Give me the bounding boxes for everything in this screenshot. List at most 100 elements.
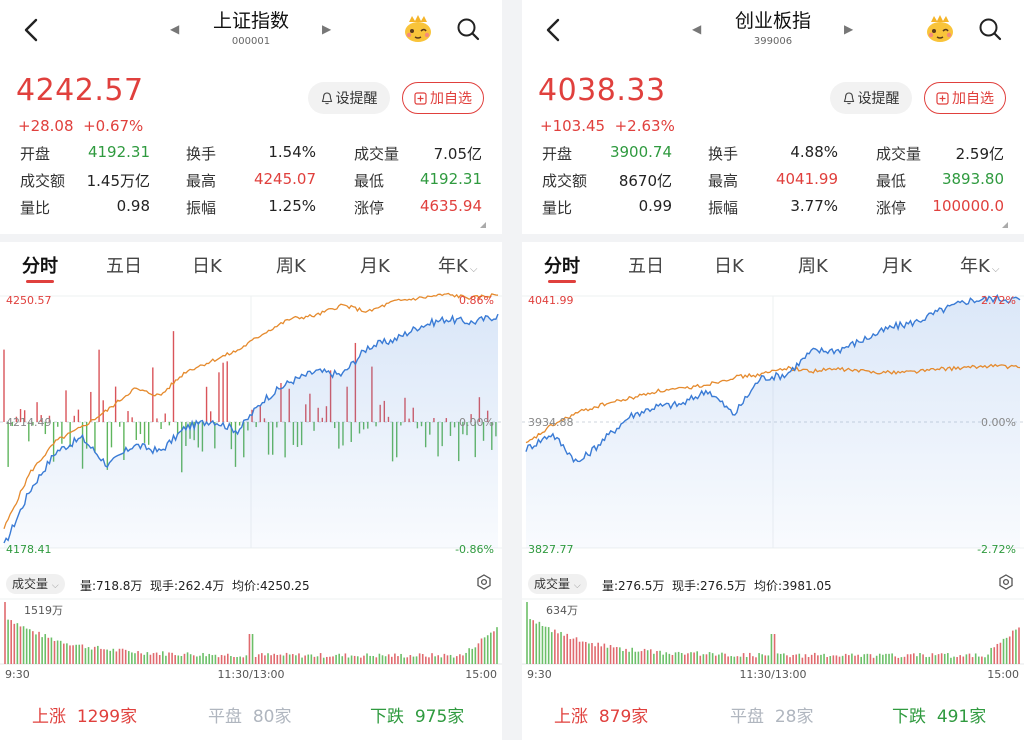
tab-label: 月K bbox=[882, 256, 912, 277]
mascot-icon[interactable] bbox=[923, 14, 957, 44]
tab-label: 五日 bbox=[628, 256, 664, 277]
price-line bbox=[525, 293, 1021, 464]
bell-icon bbox=[843, 91, 854, 104]
current-hand-value: 现手:262.4万 bbox=[150, 579, 225, 593]
unchanged: 平盘 80家 bbox=[208, 702, 291, 727]
stat-label: 开盘 bbox=[542, 145, 573, 163]
active-tab-underline bbox=[26, 280, 54, 283]
next-index-icon[interactable]: ▶ bbox=[322, 22, 332, 36]
stat-value: 1.54% bbox=[268, 143, 316, 161]
header: ◀ 创业板指 399006 ▶ bbox=[522, 0, 1024, 60]
tab-2[interactable]: 日K bbox=[192, 252, 222, 278]
tab-label: 周K bbox=[276, 256, 306, 277]
axis-label: -0.86% bbox=[455, 543, 494, 556]
stat-value: 3900.74 bbox=[609, 143, 672, 161]
chevron-down-icon: ⌵ bbox=[469, 264, 478, 275]
unchanged-label: 平盘 bbox=[208, 707, 242, 727]
axis-label: 2.72% bbox=[981, 294, 1016, 307]
prev-index-icon[interactable]: ◀ bbox=[692, 22, 702, 36]
header: ◀ 上证指数 000001 ▶ bbox=[0, 0, 502, 60]
intraday-chart[interactable]: 4250.57 4214.49 4178.41 0.86% 0.00% -0.86% bbox=[0, 286, 502, 568]
set-alert-button[interactable]: 设提醒 bbox=[308, 82, 390, 114]
axis-label: 4041.99 bbox=[528, 294, 574, 307]
axis-label: 3934.88 bbox=[528, 416, 574, 429]
tab-0[interactable]: 分时 bbox=[22, 252, 58, 278]
tab-label: 月K bbox=[360, 256, 390, 277]
axis-label: 3827.77 bbox=[528, 543, 574, 556]
tab-1[interactable]: 五日 bbox=[106, 252, 142, 278]
price-area bbox=[4, 314, 498, 548]
volume-indicator-select[interactable]: 成交量 ⌵ bbox=[528, 574, 587, 594]
tab-label: 分时 bbox=[22, 256, 58, 277]
section-divider bbox=[0, 234, 502, 242]
time-mid-label: 11:30/13:00 bbox=[739, 668, 806, 681]
tab-4[interactable]: 月K bbox=[360, 252, 390, 278]
add-watchlist-label: 加自选 bbox=[952, 91, 994, 107]
stat-label: 换手 bbox=[186, 145, 217, 163]
tab-3[interactable]: 周K bbox=[276, 252, 306, 278]
back-icon[interactable] bbox=[20, 16, 44, 44]
stat-value: 1.45万亿 bbox=[86, 172, 150, 190]
tab-5[interactable]: 年K ⌵ bbox=[438, 252, 477, 278]
bell-icon bbox=[321, 91, 332, 104]
gear-icon[interactable] bbox=[998, 574, 1014, 590]
advancers-count: 879家 bbox=[598, 707, 649, 727]
search-icon[interactable] bbox=[977, 16, 1003, 42]
axis-label: 0.00% bbox=[981, 416, 1016, 429]
add-watchlist-button[interactable]: 加自选 bbox=[924, 82, 1006, 114]
price-change: +28.08 +0.67% bbox=[18, 117, 144, 135]
chevron-down-icon: ⌵ bbox=[991, 264, 1000, 275]
stat-value: 4041.99 bbox=[775, 170, 838, 188]
market-breadth: 上涨 879家 平盘 28家 下跌 491家 bbox=[522, 694, 1024, 734]
intraday-chart[interactable]: 4041.99 3934.88 3827.77 2.72% 0.00% -2.72% bbox=[522, 286, 1024, 568]
stat-label: 成交量 bbox=[354, 145, 400, 163]
set-alert-button[interactable]: 设提醒 bbox=[830, 82, 912, 114]
stat-value: 4245.07 bbox=[253, 170, 316, 188]
stat-label: 成交量 bbox=[876, 145, 922, 163]
search-icon[interactable] bbox=[455, 16, 481, 42]
volume-max-label: 634万 bbox=[546, 604, 578, 617]
tab-1[interactable]: 五日 bbox=[628, 252, 664, 278]
mascot-icon[interactable] bbox=[401, 14, 435, 44]
tab-4[interactable]: 月K bbox=[882, 252, 912, 278]
section-divider bbox=[522, 234, 1024, 242]
tab-0[interactable]: 分时 bbox=[544, 252, 580, 278]
current-hand-value: 现手:276.5万 bbox=[672, 579, 747, 593]
stat-value: 3893.80 bbox=[941, 170, 1004, 188]
chevron-down-icon: ⌵ bbox=[51, 581, 59, 591]
period-tabs: 分时 五日 日K 周K 月K 年K ⌵ bbox=[522, 246, 1024, 286]
add-watchlist-button[interactable]: 加自选 bbox=[402, 82, 484, 114]
expand-corner-icon[interactable] bbox=[1002, 222, 1008, 228]
stat-label: 量比 bbox=[20, 199, 51, 217]
stat-label: 成交额 bbox=[542, 172, 588, 190]
volume-chart[interactable]: 1519万 9:30 11:30/13:00 15:00 bbox=[0, 598, 502, 684]
next-index-icon[interactable]: ▶ bbox=[844, 22, 854, 36]
price-area bbox=[526, 295, 1020, 548]
stat-label: 换手 bbox=[708, 145, 739, 163]
add-watchlist-label: 加自选 bbox=[430, 91, 472, 107]
tab-2[interactable]: 日K bbox=[714, 252, 744, 278]
advancers-count: 1299家 bbox=[76, 707, 138, 727]
stock-panel: ◀ 创业板指 399006 ▶ 4038.33 +103.45 +2.63% 设… bbox=[522, 0, 1024, 740]
decliners: 下跌 491家 bbox=[892, 702, 986, 727]
add-box-icon bbox=[414, 91, 427, 105]
stat-label: 涨停 bbox=[354, 199, 385, 217]
back-icon[interactable] bbox=[542, 16, 566, 44]
period-tabs: 分时 五日 日K 周K 月K 年K ⌵ bbox=[0, 246, 502, 286]
gear-icon[interactable] bbox=[476, 574, 492, 590]
unchanged: 平盘 28家 bbox=[730, 702, 813, 727]
set-alert-label: 设提醒 bbox=[857, 91, 900, 107]
volume-indicator-select[interactable]: 成交量 ⌵ bbox=[6, 574, 65, 594]
stat-label: 最高 bbox=[186, 172, 217, 190]
volume-chart[interactable]: 634万 9:30 11:30/13:00 15:00 bbox=[522, 598, 1024, 684]
stat-value: 3.77% bbox=[790, 197, 838, 215]
expand-corner-icon[interactable] bbox=[480, 222, 486, 228]
prev-index-icon[interactable]: ◀ bbox=[170, 22, 180, 36]
stat-value: 4192.31 bbox=[87, 143, 150, 161]
tab-label: 五日 bbox=[106, 256, 142, 277]
tab-3[interactable]: 周K bbox=[798, 252, 828, 278]
tab-5[interactable]: 年K ⌵ bbox=[960, 252, 999, 278]
chevron-down-icon: ⌵ bbox=[573, 581, 581, 591]
index-title: 创业板指 bbox=[734, 10, 811, 32]
